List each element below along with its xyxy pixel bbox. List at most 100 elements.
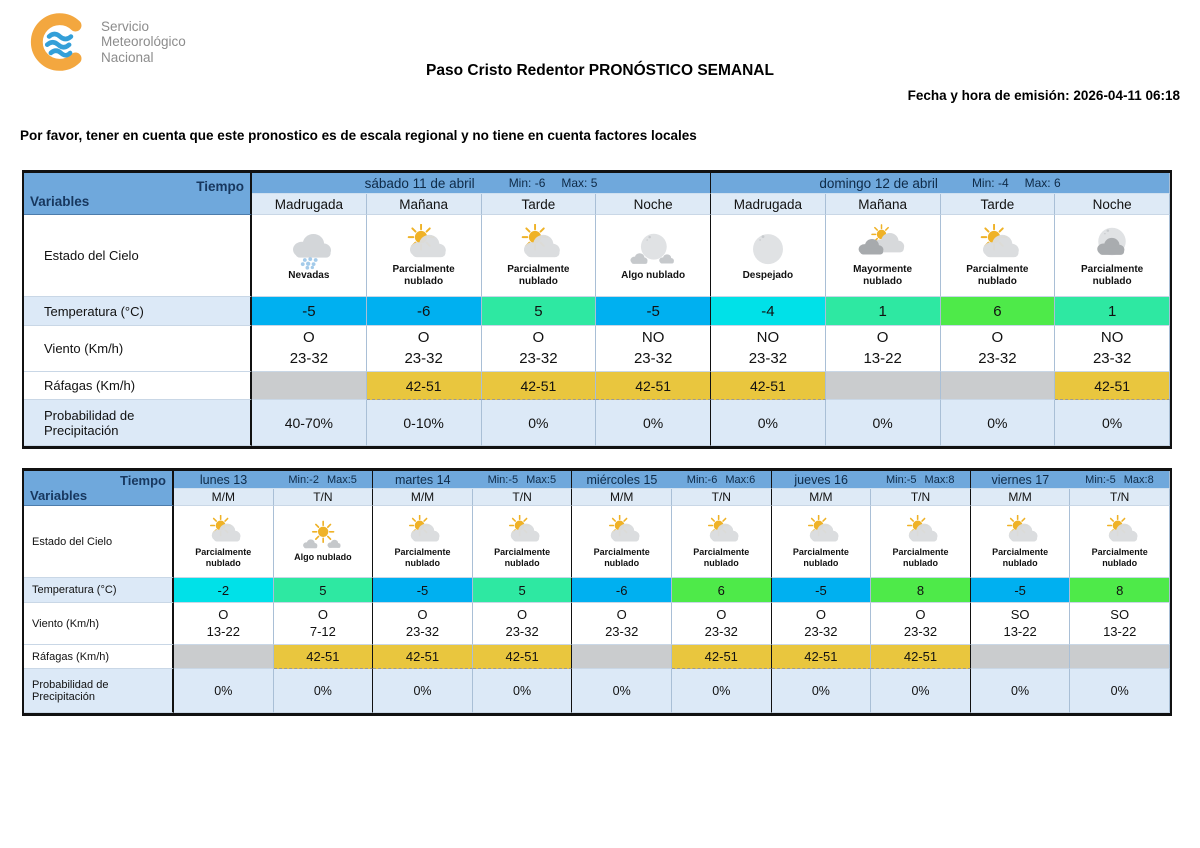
sky-cell: Algo nublado	[273, 506, 374, 578]
precip-cell: 0%	[771, 669, 872, 713]
day-minmax: Min:-5 Max:8	[871, 474, 970, 486]
wind-cell: O 13-22	[825, 326, 941, 372]
wind-direction: O	[716, 606, 727, 622]
wind-direction: O	[417, 329, 430, 347]
wind-range: 23-32	[404, 349, 443, 367]
sky-caption: Parcialmente nublado	[892, 546, 949, 568]
few-clouds-night-icon	[624, 230, 682, 270]
wind-direction: O	[417, 606, 428, 622]
partly-cloudy-day-icon	[599, 515, 645, 547]
period-header: Tarde	[481, 194, 597, 215]
sky-caption: Despejado	[742, 269, 794, 281]
period-header: M/M	[771, 489, 872, 506]
gust-cell: 42-51	[596, 372, 711, 400]
sky-cell: Parcialmente nublado	[771, 506, 872, 578]
temp-cell: -5	[596, 297, 711, 326]
sky-caption: Parcialmente nublado	[792, 546, 849, 568]
temp-cell: -6	[572, 578, 672, 603]
day-minmax: Min: -6 Max: 5	[509, 176, 598, 190]
partly-cloudy-day-icon	[698, 515, 744, 547]
temp-cell: 5	[273, 578, 374, 603]
logo-text-line3: Nacional	[101, 49, 154, 65]
sky-caption: Mayormente nublado	[853, 263, 913, 287]
wind-range: 23-32	[903, 623, 938, 639]
wind-direction: O	[815, 606, 826, 622]
max-label: Max:6	[725, 473, 756, 486]
tiempo-label: Tiempo	[120, 473, 166, 488]
wind-range: 23-32	[978, 349, 1017, 367]
sky-cell: Parcialmente nublado	[871, 506, 971, 578]
sky-cell: Parcialmente nublado	[1055, 215, 1170, 297]
wind-cell: NO 23-32	[1055, 326, 1170, 372]
sky-caption: Parcialmente nublado	[992, 546, 1049, 568]
gust-cell	[174, 645, 274, 669]
min-label: Min:-5	[487, 473, 519, 486]
partly-cloudy-night-icon	[1083, 224, 1141, 264]
page-title: Paso Cristo Redentor PRONÓSTICO SEMANAL	[426, 62, 774, 79]
tiempo-variables-header: Tiempo Variables	[24, 471, 174, 506]
clear-night-icon	[739, 230, 797, 270]
gust-cell	[572, 645, 672, 669]
temp-cell: 5	[481, 297, 597, 326]
day-name: martes 14	[394, 472, 451, 487]
sky-cell: Parcialmente nublado	[1070, 506, 1170, 578]
precip-cell: 0%	[174, 669, 274, 713]
sky-caption: Parcialmente nublado	[195, 546, 252, 568]
wind-range: 13-22	[206, 623, 240, 639]
day-header: sábado 11 de abril Min: -6 Max: 5	[252, 173, 711, 194]
precip-cell: 0%	[373, 669, 473, 713]
regional-disclaimer: Por favor, tener en cuenta que este pron…	[20, 128, 697, 143]
forecast-table-weekdays: Tiempo Variables lunes 13 Min:-2 Max:5 martes…	[22, 468, 1172, 716]
day-header: lunes 13 Min:-2 Max:5	[174, 471, 374, 489]
gust-cell	[252, 372, 367, 400]
day-minmax: Min:-5 Max:8	[1070, 474, 1169, 486]
wind-range: 23-32	[704, 623, 738, 639]
row-label-wind: Viento (Km/h)	[24, 326, 252, 372]
variables-label: Variables	[30, 488, 88, 503]
period-header: Mañana	[825, 194, 941, 215]
temp-cell: 6	[940, 297, 1056, 326]
period-header: Noche	[1055, 194, 1170, 215]
temp-cell: 8	[1070, 578, 1170, 603]
row-label-sky: Estado del Cielo	[24, 506, 174, 578]
sky-caption: Parcialmente nublado	[966, 263, 1029, 287]
wind-direction: O	[991, 329, 1004, 347]
partly-cloudy-day-icon	[798, 515, 844, 547]
wind-direction: O	[317, 606, 328, 622]
wind-direction: O	[517, 606, 528, 622]
wind-range: 13-22	[863, 349, 902, 367]
wind-cell: O 23-32	[771, 603, 872, 645]
sky-cell: Parcialmente nublado	[174, 506, 274, 578]
day-name: miércoles 15	[586, 472, 658, 487]
sky-cell: Parcialmente nublado	[671, 506, 772, 578]
wind-range: 23-32	[405, 623, 440, 639]
sky-caption: Parcialmente nublado	[494, 546, 551, 568]
temp-cell: -5	[771, 578, 872, 603]
wind-range: 23-32	[1092, 349, 1132, 367]
row-label-gust: Ráfagas (Km/h)	[24, 645, 174, 669]
sky-cell: Parcialmente nublado	[572, 506, 672, 578]
sky-cell: Parcialmente nublado	[481, 215, 597, 297]
sky-caption: Parcialmente nublado	[693, 546, 750, 568]
day-header: miércoles 15 Min:-6 Max:6	[572, 471, 772, 489]
period-header: M/M	[373, 489, 473, 506]
day-header: domingo 12 de abril Min: -4 Max: 6	[711, 173, 1170, 194]
wind-range: 23-32	[605, 623, 639, 639]
wind-direction: O	[218, 606, 229, 622]
sky-caption: Parcialmente nublado	[1080, 263, 1144, 287]
wind-range: 7-12	[309, 623, 336, 639]
min-label: Min: -4	[971, 176, 1009, 190]
partly-cloudy-day-icon	[897, 515, 943, 547]
wind-direction: O	[915, 606, 926, 622]
day-header: jueves 16 Min:-5 Max:8	[771, 471, 971, 489]
wind-cell: O 23-32	[871, 603, 971, 645]
sky-cell: Mayormente nublado	[825, 215, 941, 297]
precip-cell: 0%	[825, 400, 941, 446]
wind-direction: O	[876, 329, 889, 347]
row-label-temp: Temperatura (°C)	[24, 297, 252, 326]
wind-cell: O 13-22	[174, 603, 274, 645]
precip-cell: 0%	[871, 669, 971, 713]
sky-cell: Parcialmente nublado	[940, 215, 1056, 297]
temp-cell: 6	[671, 578, 772, 603]
